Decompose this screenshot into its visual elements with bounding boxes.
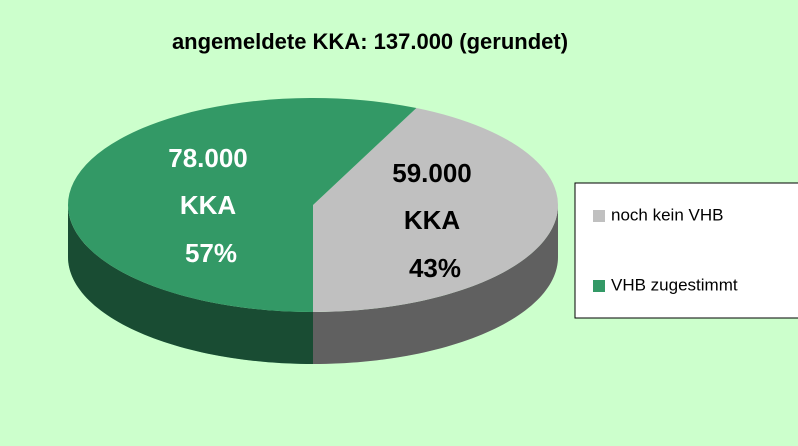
value-label: 59.000 [392,158,472,188]
legend: noch kein VHB VHB zugestimmt [593,205,738,294]
data-labels: 59.000 KKA 43% 78.000 KKA 57% [168,143,472,283]
slice [313,107,558,313]
legend-swatch [593,280,605,292]
slice [67,97,417,312]
legend-box [574,182,798,319]
percent-label: 57% [185,238,237,268]
legend-label: VHB zugestimmt [611,275,738,294]
slice-side-shade [313,205,558,364]
unit-label: KKA [180,190,237,220]
value-label: 78.000 [168,143,248,173]
legend-label: noch kein VHB [611,205,723,224]
slice-side-shade [68,205,313,364]
pie [67,97,558,364]
chart-title: angemeldete KKA: 137.000 (gerundet) [172,29,568,54]
percent-label: 43% [409,253,461,283]
legend-swatch [593,210,605,222]
unit-label: KKA [404,205,461,235]
